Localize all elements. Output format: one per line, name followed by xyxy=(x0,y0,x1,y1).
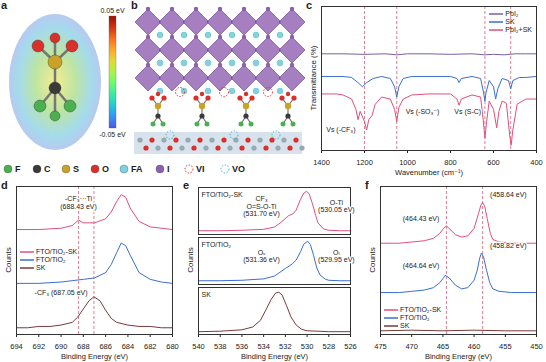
svg-text:Vs (-CF₃): Vs (-CF₃) xyxy=(326,126,355,134)
html-text:FTO/TiO₂: FTO/TiO₂ xyxy=(36,256,66,263)
svg-text:694: 694 xyxy=(10,342,23,351)
svg-text:1000: 1000 xyxy=(399,158,416,167)
html-text:Counts: Counts xyxy=(3,247,13,273)
svg-text:470: 470 xyxy=(405,342,418,351)
svg-text:(458.82 eV): (458.82 eV) xyxy=(490,242,527,250)
svg-text:534: 534 xyxy=(257,342,270,351)
svg-text:690: 690 xyxy=(55,342,68,351)
svg-text:528: 528 xyxy=(323,342,336,351)
svg-text:Oᵥ(531.36 eV): Oᵥ(531.36 eV) xyxy=(243,249,280,264)
html-text:FTO/TiO₂: FTO/TiO₂ xyxy=(400,314,430,321)
svg-text:FA: FA xyxy=(131,164,143,174)
svg-text:475: 475 xyxy=(374,342,387,351)
svg-text:526: 526 xyxy=(344,342,357,351)
svg-text:VI: VI xyxy=(196,164,205,174)
html-text:Counts: Counts xyxy=(185,247,195,273)
svg-text:Binding Energy (eV): Binding Energy (eV) xyxy=(425,352,493,361)
svg-text:O-Ti(530.05 eV): O-Ti(530.05 eV) xyxy=(318,199,355,214)
svg-text:538: 538 xyxy=(214,342,227,351)
svg-text:1400: 1400 xyxy=(313,158,330,167)
html-text:a: a xyxy=(1,0,8,11)
html-text:b: b xyxy=(131,0,138,11)
html-text:SK: SK xyxy=(400,322,410,329)
svg-text:FTO/TiO₂-SK: FTO/TiO₂-SK xyxy=(202,191,244,198)
svg-text:532: 532 xyxy=(279,342,292,351)
svg-text:600: 600 xyxy=(487,158,500,167)
svg-text:680: 680 xyxy=(166,342,179,351)
svg-text:(464.64 eV): (464.64 eV) xyxy=(403,262,440,270)
svg-text:Binding Energy (eV): Binding Energy (eV) xyxy=(61,352,129,361)
svg-text:C: C xyxy=(44,164,51,174)
html-text:PbI₂: PbI₂ xyxy=(505,10,519,17)
svg-text:Vs (S-C): Vs (S-C) xyxy=(454,108,481,116)
svg-text:F: F xyxy=(15,164,21,174)
html-text:e: e xyxy=(183,179,190,191)
svg-text:S: S xyxy=(73,164,79,174)
svg-text:SK: SK xyxy=(202,291,212,298)
svg-text:CF₃O=S-O-Ti(531.70 eV): CF₃O=S-O-Ti(531.70 eV) xyxy=(243,195,280,218)
html-text:c: c xyxy=(306,0,313,11)
svg-text:1200: 1200 xyxy=(356,158,373,167)
svg-text:I: I xyxy=(167,164,170,174)
svg-text:-0.05 eV: -0.05 eV xyxy=(99,131,126,138)
svg-text:FTO/TiO₂: FTO/TiO₂ xyxy=(202,241,232,248)
svg-text:-CF₃ (687.05 eV): -CF₃ (687.05 eV) xyxy=(35,289,88,297)
svg-text:455: 455 xyxy=(499,342,512,351)
svg-text:684: 684 xyxy=(122,342,135,351)
html-text:d: d xyxy=(1,179,8,191)
svg-text:682: 682 xyxy=(144,342,157,351)
svg-text:540: 540 xyxy=(192,342,205,351)
html-text:Transmittance (%): Transmittance (%) xyxy=(308,45,318,111)
svg-text:692: 692 xyxy=(33,342,46,351)
svg-text:686: 686 xyxy=(99,342,112,351)
svg-text:(458.64 eV): (458.64 eV) xyxy=(490,191,527,199)
html-text:FTO/TiO₂-SK: FTO/TiO₂-SK xyxy=(400,306,442,313)
html-text:PbI₂+SK: PbI₂+SK xyxy=(505,26,532,33)
svg-text:Wavenumber (cm⁻¹): Wavenumber (cm⁻¹) xyxy=(395,168,463,177)
svg-text:530: 530 xyxy=(301,342,314,351)
html-text:FTO/TiO₂-SK: FTO/TiO₂-SK xyxy=(36,248,78,255)
svg-text:800: 800 xyxy=(444,158,457,167)
svg-text:-CF₃···Ti(688.43 eV): -CF₃···Ti(688.43 eV) xyxy=(60,195,97,210)
svg-text:450: 450 xyxy=(530,342,543,351)
html-text:SK: SK xyxy=(505,18,515,25)
svg-text:0.05 eV: 0.05 eV xyxy=(100,7,124,14)
svg-text:(464.43 eV): (464.43 eV) xyxy=(403,215,440,223)
html-text:f: f xyxy=(365,179,369,191)
svg-text:536: 536 xyxy=(236,342,249,351)
svg-text:Binding Energy (eV): Binding Energy (eV) xyxy=(241,352,309,361)
svg-text:VO: VO xyxy=(232,164,245,174)
svg-text:688: 688 xyxy=(77,342,90,351)
svg-text:Oₗ(529.95 eV): Oₗ(529.95 eV) xyxy=(318,249,355,264)
svg-text:460: 460 xyxy=(468,342,481,351)
html-text:SK: SK xyxy=(36,264,46,271)
svg-text:400: 400 xyxy=(530,158,543,167)
html-text:Counts: Counts xyxy=(367,247,377,273)
svg-text:Vs (-SO₃⁻): Vs (-SO₃⁻) xyxy=(406,108,440,116)
svg-text:O: O xyxy=(102,164,109,174)
svg-text:465: 465 xyxy=(437,342,450,351)
